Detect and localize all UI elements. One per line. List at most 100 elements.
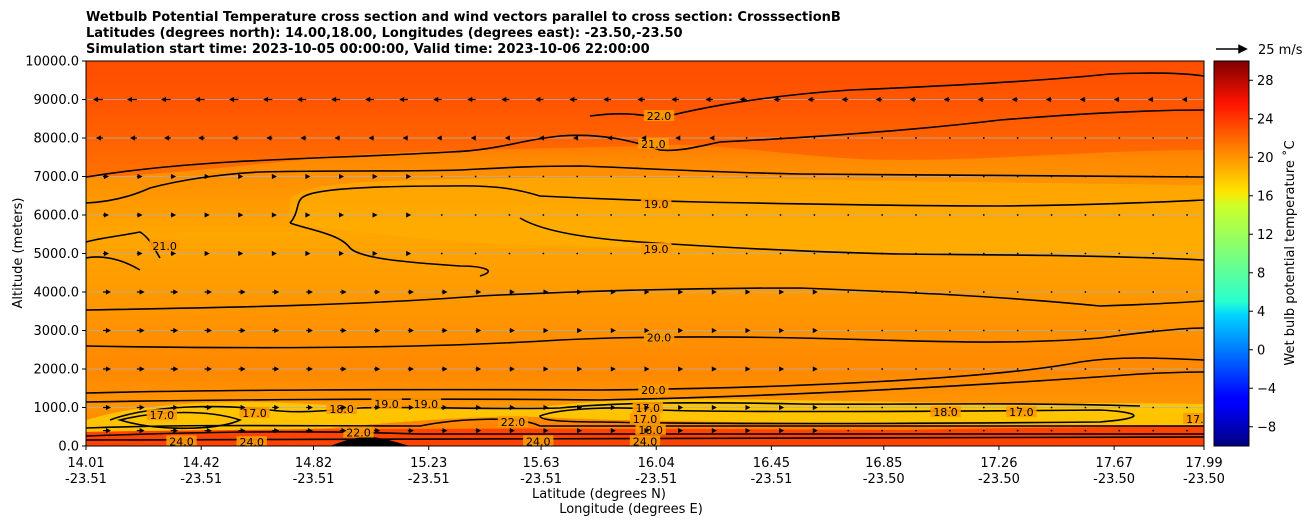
wind-vector-head (610, 366, 616, 372)
wind-vector-head (229, 96, 235, 103)
contour-label: 22.0 (346, 427, 371, 440)
wind-vector (1186, 368, 1188, 370)
y-axis: 0.0 1000.0 2000.0 3000.0 4000.0 5000.0 6000.0 7… (25, 55, 86, 455)
contour-label-background (410, 398, 442, 410)
wind-vector (847, 291, 850, 293)
wind-vector-head (204, 173, 210, 180)
wind-vector (1152, 406, 1155, 409)
wind-vector (711, 175, 714, 178)
contour-21 (86, 165, 1204, 204)
wind-vector-head (577, 404, 583, 411)
wind-vector (779, 214, 782, 216)
wind-vector-head (509, 428, 515, 434)
y-tick-label: 0.0 (58, 440, 79, 455)
wind-vector-head (644, 428, 650, 434)
wind-vector-head (779, 428, 785, 434)
wind-vector-head (476, 327, 482, 334)
wind-vector-head (610, 404, 616, 411)
wind-vector (542, 175, 545, 178)
wind-vector (1016, 214, 1019, 216)
wind-vector (1084, 252, 1087, 255)
wind-vector (847, 137, 850, 139)
wind-vector-head (375, 289, 381, 295)
wind-vector-head (644, 289, 650, 295)
wind-vector-head (504, 135, 510, 141)
contour-label: 19.0 (644, 243, 669, 256)
wind-vector-head (644, 404, 650, 411)
wind-vector-head (812, 404, 818, 411)
wind-vector-head (305, 173, 311, 180)
wind-vector-head (610, 327, 616, 334)
wind-vector (982, 329, 985, 332)
wind-vector (915, 429, 917, 432)
colorbar-ticks: −8 −4 0 4 8 12 16 20 24 28 (1249, 74, 1276, 435)
wind-vector-head (711, 289, 717, 295)
wind-vector (576, 252, 579, 255)
wind-vector (1152, 214, 1155, 216)
wind-vector (1050, 252, 1053, 255)
wind-vector (982, 291, 985, 293)
wind-vector-head (171, 173, 177, 180)
wind-vector-head (305, 212, 311, 218)
wind-vector-head (274, 289, 280, 295)
wind-vector (915, 252, 917, 255)
x-tick-label-lon: -23.50 (1093, 472, 1135, 487)
wind-vector-head (442, 428, 448, 434)
wind-vector-head (130, 135, 136, 141)
wind-vector-head (543, 428, 549, 434)
wind-vector (881, 175, 884, 178)
wind-vector (644, 252, 646, 255)
colorbar-tick-label: −8 (1257, 420, 1276, 435)
wind-vector (949, 368, 951, 370)
contour-22-upper (86, 109, 1204, 178)
wind-vector-head (641, 135, 647, 141)
wind-vector-head (543, 327, 549, 334)
wind-vector (982, 429, 985, 432)
contour-label: 22.0 (647, 110, 672, 123)
contour-label: 17.0 (242, 407, 267, 420)
wind-vector-head (375, 327, 381, 334)
contour-label: 18.0 (638, 424, 663, 437)
wind-vector-head (739, 96, 745, 103)
wind-vector-head (372, 212, 378, 218)
chart-title-line-1: Wetbulb Potential Temperature cross sect… (86, 10, 841, 25)
wind-vector-head (476, 404, 482, 411)
wind-vector-head (305, 250, 311, 257)
wind-vector-head (406, 250, 412, 257)
contour-label-background (629, 435, 661, 446)
y-tick-label: 2000.0 (34, 363, 80, 378)
wind-vector (1016, 252, 1019, 255)
contour-label: 19.0 (374, 398, 399, 411)
wind-vector-head (307, 327, 313, 334)
wind-vector-head (173, 366, 179, 372)
wind-vector-head (408, 289, 414, 295)
wind-vector-head (1113, 96, 1119, 103)
y-tick-label: 4000.0 (34, 286, 80, 301)
wind-vector (1152, 137, 1155, 139)
wind-vector (982, 214, 985, 216)
contour-labels: 22.0 21.0 19.0 19.0 21.0 20.0 20.0 19.0 19.0 22.0… (146, 110, 1204, 446)
wind-vector-head (745, 327, 751, 334)
wind-vector (677, 252, 680, 255)
contour-19-left (289, 222, 489, 277)
wind-vector (949, 329, 951, 332)
wind-vector-head (476, 428, 482, 434)
wind-vector-head (408, 327, 414, 334)
wind-vector-head (711, 404, 717, 411)
wind-vector-head (271, 250, 277, 257)
contour-label-background (638, 384, 669, 396)
wind-vector (644, 175, 646, 178)
wind-vector (1050, 429, 1053, 432)
x-tick-label-lat: 14.01 (67, 456, 104, 471)
wind-vector-head (338, 250, 344, 257)
contour-label: 17.0 (636, 402, 661, 415)
wind-vector (982, 368, 985, 370)
wind-vector (915, 291, 917, 293)
wind-vector-head (232, 135, 238, 141)
wind-vector (1016, 175, 1019, 178)
wind-vector-head (577, 327, 583, 334)
wind-vector (1186, 137, 1188, 139)
wind-vector-head (399, 96, 405, 103)
wind-vector (949, 252, 951, 255)
contour-label-background (236, 436, 267, 446)
